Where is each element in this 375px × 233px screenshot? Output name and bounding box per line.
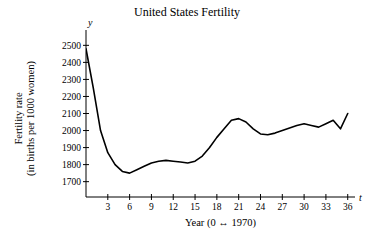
x-tick bbox=[238, 194, 239, 200]
x-tick bbox=[282, 194, 283, 200]
y-tick-label: 1800 bbox=[62, 160, 81, 170]
y-tick-label: 1700 bbox=[62, 177, 81, 187]
y-tick bbox=[83, 45, 89, 46]
y-tick-label: 2300 bbox=[62, 75, 81, 85]
y-tick-label: 2100 bbox=[62, 109, 81, 119]
x-tick-label: 12 bbox=[168, 202, 178, 212]
x-tick bbox=[304, 194, 305, 200]
y-tick-label: 2200 bbox=[62, 92, 81, 102]
x-tick-label: 9 bbox=[149, 202, 154, 212]
y-tick bbox=[83, 79, 89, 80]
y-tick bbox=[83, 164, 89, 165]
x-axis-label: Year (0 ↔ 1970) bbox=[185, 217, 256, 229]
x-tick-label: 33 bbox=[321, 202, 331, 212]
x-tick-label: 6 bbox=[127, 202, 132, 212]
x-tick bbox=[151, 194, 152, 200]
x-tick bbox=[107, 194, 108, 200]
x-tick-label: 21 bbox=[234, 202, 244, 212]
y-tick-label: 2000 bbox=[62, 126, 81, 136]
y-tick-label: 2500 bbox=[62, 41, 81, 51]
y-tick bbox=[83, 113, 89, 114]
y-tick bbox=[83, 96, 89, 97]
y-tick-label: 1900 bbox=[62, 143, 81, 153]
x-tick-label: 36 bbox=[343, 202, 353, 212]
y-tick bbox=[83, 130, 89, 131]
x-tick-label: 30 bbox=[299, 202, 309, 212]
y-axis-label: (in births per 1000 women) bbox=[25, 61, 37, 176]
title: United States Fertility bbox=[134, 5, 240, 19]
y-tick bbox=[83, 181, 89, 182]
x-tick bbox=[173, 194, 174, 200]
series-line bbox=[86, 49, 348, 173]
x-tick-label: 24 bbox=[256, 202, 266, 212]
plot-area bbox=[86, 49, 348, 173]
x-tick bbox=[347, 194, 348, 200]
y-axis-label: Fertility rate bbox=[13, 92, 24, 145]
x-axis-name: t bbox=[359, 192, 362, 203]
x-tick bbox=[216, 194, 217, 200]
chart-root: United States Fertility y t 1700 1800 1900 200… bbox=[0, 0, 375, 233]
x-axis bbox=[86, 197, 355, 198]
y-axis-name: y bbox=[87, 17, 93, 28]
y-tick-label: 2400 bbox=[62, 58, 81, 68]
x-tick-label: 15 bbox=[190, 202, 200, 212]
y-tick bbox=[83, 147, 89, 148]
x-tick bbox=[195, 194, 196, 200]
x-tick-label: 27 bbox=[278, 202, 288, 212]
x-tick-label: 18 bbox=[212, 202, 222, 212]
x-tick-label: 3 bbox=[105, 202, 110, 212]
chart-svg: United States Fertility y t 1700 1800 1900 200… bbox=[0, 0, 375, 233]
x-tick bbox=[129, 194, 130, 200]
x-tick bbox=[260, 194, 261, 200]
x-tick bbox=[325, 194, 326, 200]
